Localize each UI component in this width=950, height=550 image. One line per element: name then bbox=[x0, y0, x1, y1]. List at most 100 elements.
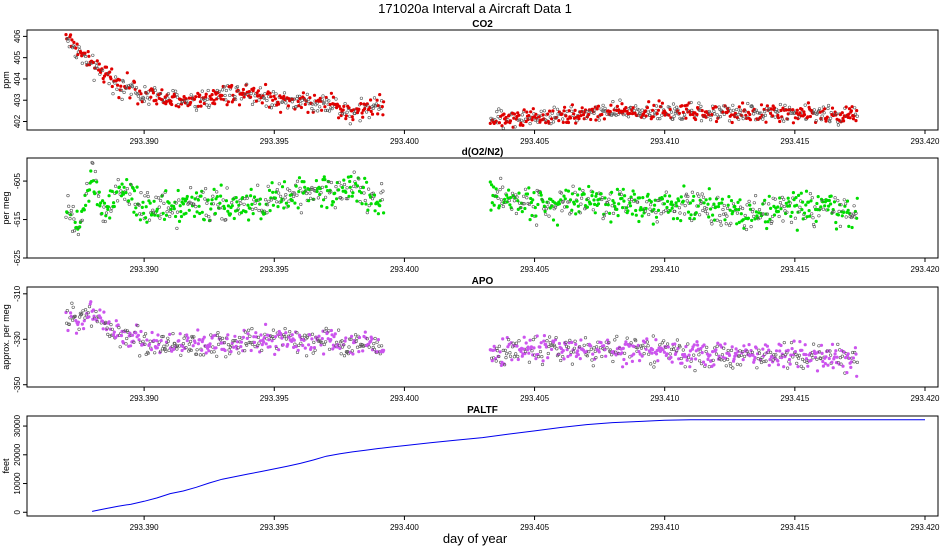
data-point bbox=[528, 121, 532, 126]
data-point bbox=[529, 200, 534, 205]
data-point bbox=[208, 94, 212, 98]
data-point bbox=[798, 340, 802, 344]
data-point bbox=[159, 91, 163, 96]
data-point bbox=[277, 191, 281, 195]
data-point bbox=[819, 205, 823, 209]
data-point bbox=[180, 348, 184, 353]
x-tick-label: 293.400 bbox=[390, 394, 419, 403]
data-point bbox=[820, 114, 824, 118]
data-point bbox=[653, 198, 657, 202]
data-point bbox=[265, 203, 270, 207]
data-point bbox=[202, 218, 206, 222]
data-point bbox=[768, 217, 772, 221]
data-point bbox=[621, 346, 625, 351]
data-point bbox=[601, 103, 605, 107]
data-point bbox=[171, 332, 175, 336]
data-point bbox=[157, 205, 161, 209]
data-point bbox=[728, 361, 732, 366]
data-point bbox=[566, 200, 570, 204]
data-point bbox=[782, 204, 786, 209]
data-point bbox=[280, 100, 285, 104]
data-point bbox=[194, 352, 199, 356]
data-point bbox=[195, 210, 199, 214]
data-point bbox=[715, 113, 719, 117]
data-point bbox=[555, 107, 560, 111]
data-point bbox=[597, 118, 601, 122]
data-point bbox=[846, 208, 850, 212]
data-point bbox=[250, 327, 254, 331]
data-point bbox=[767, 194, 771, 198]
data-point bbox=[174, 201, 178, 205]
data-point bbox=[345, 186, 349, 190]
data-point bbox=[523, 350, 528, 354]
data-point bbox=[197, 204, 201, 208]
data-point bbox=[236, 207, 240, 211]
data-point bbox=[212, 187, 216, 191]
data-point bbox=[790, 347, 794, 351]
data-point bbox=[800, 348, 804, 352]
data-point bbox=[132, 80, 137, 84]
data-point bbox=[189, 93, 193, 97]
data-point bbox=[83, 51, 87, 55]
data-point bbox=[632, 108, 637, 113]
data-point bbox=[566, 120, 571, 125]
data-point bbox=[315, 101, 319, 105]
data-point bbox=[179, 214, 184, 219]
x-tick-label: 293.415 bbox=[780, 523, 809, 532]
data-point bbox=[112, 330, 116, 334]
data-point bbox=[765, 344, 770, 348]
data-point bbox=[792, 198, 796, 202]
data-point bbox=[98, 316, 103, 320]
data-point bbox=[725, 357, 730, 362]
data-point bbox=[268, 209, 272, 213]
data-point bbox=[245, 82, 249, 86]
data-point bbox=[633, 198, 637, 202]
data-point bbox=[796, 193, 801, 197]
data-point bbox=[650, 351, 654, 355]
data-point bbox=[570, 340, 574, 345]
data-point bbox=[530, 118, 534, 122]
data-point bbox=[521, 347, 526, 351]
data-point bbox=[611, 112, 616, 116]
data-point bbox=[507, 188, 511, 192]
data-point bbox=[364, 202, 368, 206]
data-point bbox=[342, 343, 346, 347]
data-point bbox=[562, 105, 567, 109]
data-point bbox=[716, 195, 720, 199]
data-point bbox=[64, 215, 68, 219]
data-point bbox=[82, 319, 86, 323]
data-point bbox=[763, 113, 768, 117]
data-point bbox=[292, 338, 296, 342]
data-point bbox=[103, 219, 107, 224]
data-point bbox=[299, 211, 304, 215]
data-point bbox=[594, 194, 598, 198]
data-point bbox=[855, 374, 859, 378]
data-point bbox=[142, 99, 146, 103]
data-point bbox=[187, 342, 191, 346]
plot-area bbox=[64, 160, 859, 237]
data-point bbox=[797, 210, 801, 214]
data-point bbox=[761, 347, 765, 351]
data-point bbox=[243, 349, 247, 353]
data-point bbox=[198, 353, 202, 357]
data-point bbox=[590, 358, 594, 362]
data-point bbox=[370, 337, 374, 341]
data-point bbox=[149, 348, 154, 352]
y-axis-label: per meg bbox=[1, 191, 11, 224]
data-point bbox=[656, 359, 660, 363]
data-point bbox=[695, 112, 699, 117]
data-point bbox=[806, 115, 810, 119]
data-point bbox=[638, 111, 642, 115]
data-point bbox=[770, 114, 775, 118]
data-point bbox=[534, 214, 538, 218]
data-point bbox=[629, 341, 633, 345]
data-point bbox=[193, 341, 197, 345]
data-point bbox=[208, 342, 212, 346]
data-point bbox=[651, 334, 655, 338]
data-point bbox=[380, 104, 384, 109]
data-point bbox=[376, 212, 381, 216]
data-point bbox=[333, 206, 337, 210]
data-point bbox=[802, 110, 806, 114]
data-point bbox=[539, 109, 543, 113]
